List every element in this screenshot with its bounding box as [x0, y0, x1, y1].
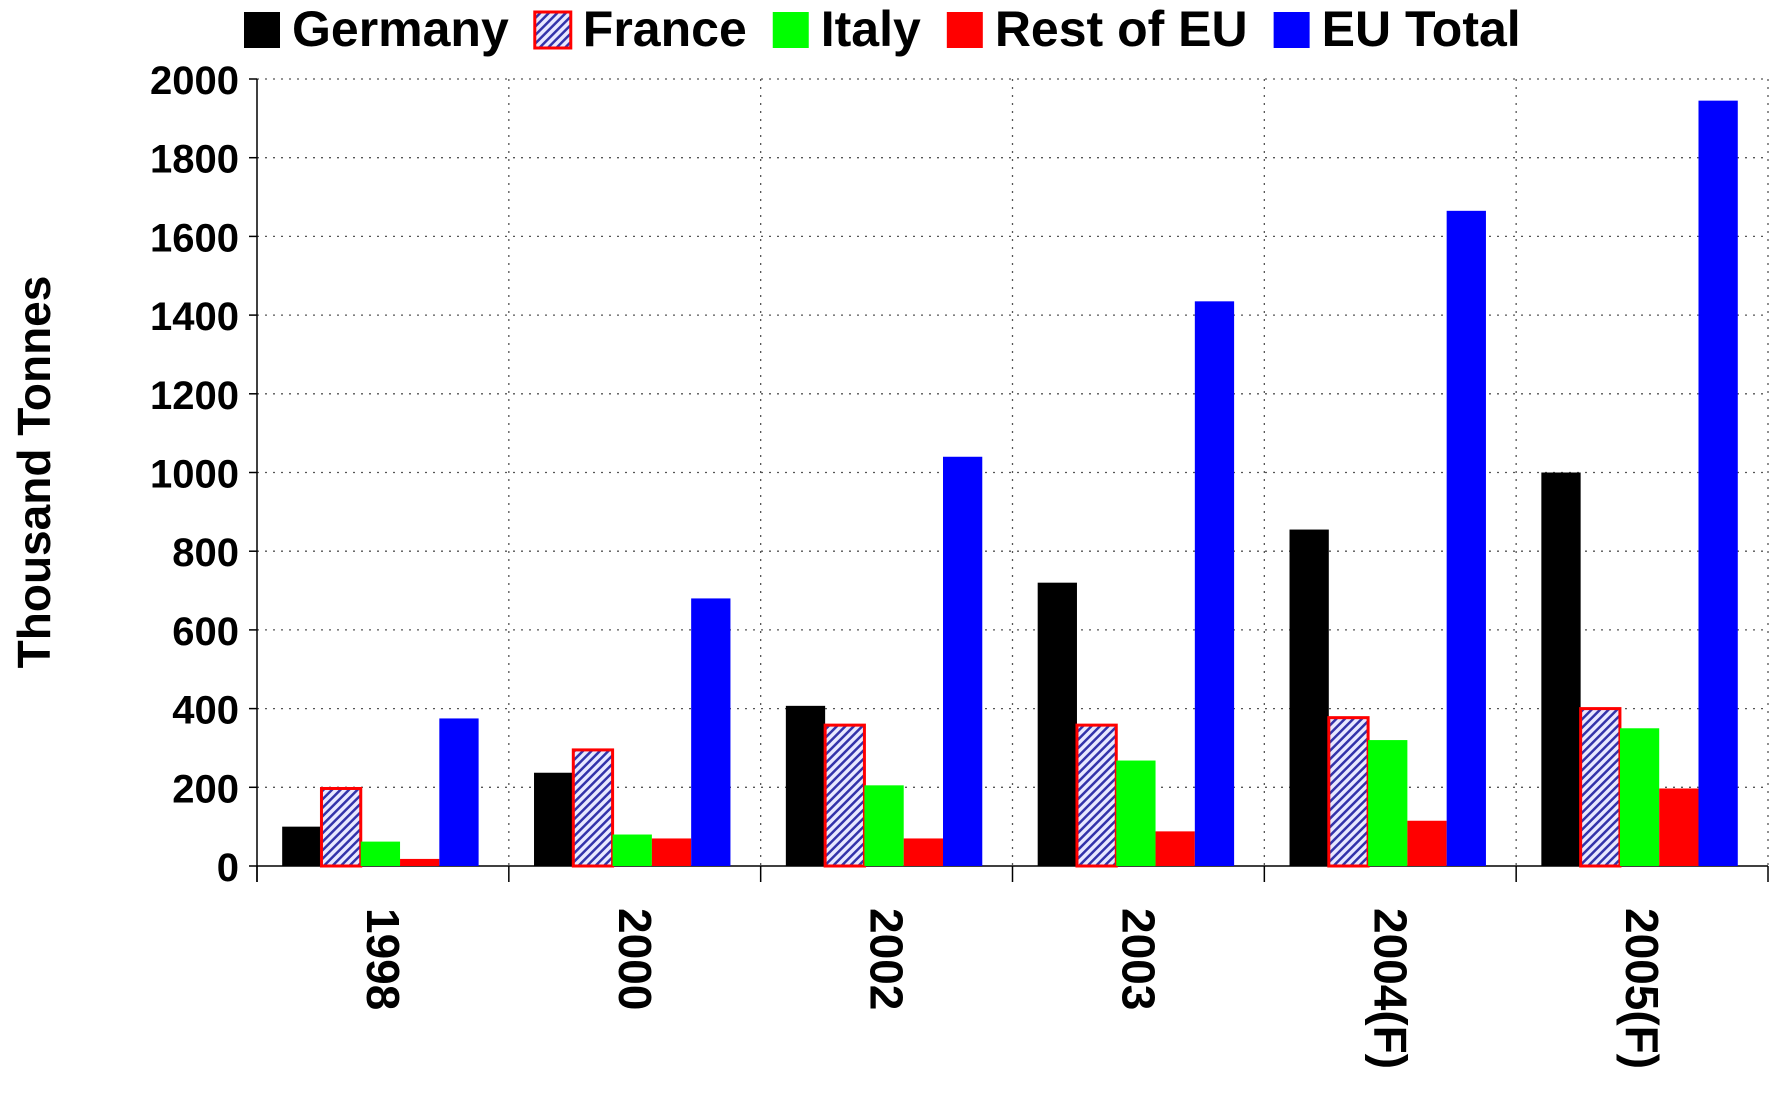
- legend-swatch: [244, 12, 280, 48]
- y-tick-label: 1000: [150, 453, 239, 497]
- x-tick-label: 2005(F): [1616, 908, 1668, 1069]
- bar: [1116, 760, 1156, 866]
- x-tick-label: 2003: [1112, 908, 1164, 1010]
- bar: [785, 705, 826, 866]
- legend-label: Germany: [292, 1, 509, 57]
- legend-swatch: [772, 12, 809, 48]
- bar: [282, 826, 322, 866]
- bar: [612, 834, 652, 866]
- bar: [1659, 788, 1699, 866]
- bar: [319, 786, 363, 868]
- bar: [864, 785, 904, 866]
- y-tick-label: 400: [172, 689, 239, 733]
- y-tick-label: 800: [172, 531, 239, 575]
- y-tick-label: 200: [172, 767, 239, 811]
- y-tick-label: 1200: [150, 374, 239, 418]
- legend-label: France: [583, 1, 747, 57]
- legend-label: Rest of EU: [995, 1, 1248, 57]
- bar: [1446, 210, 1486, 866]
- x-tick-label: 1998: [357, 908, 409, 1010]
- bar: [942, 456, 983, 866]
- bar: [1289, 529, 1329, 866]
- legend-label: Italy: [821, 1, 921, 57]
- y-tick-label: 1600: [150, 216, 239, 260]
- bar: [1407, 820, 1447, 866]
- legend-swatch: [533, 10, 573, 50]
- bar: [534, 772, 574, 866]
- bar: [651, 838, 692, 866]
- legend-label: EU Total: [1322, 1, 1521, 57]
- bar: [823, 723, 866, 868]
- bar: [571, 748, 615, 868]
- y-tick-label: 2000: [150, 59, 239, 103]
- bar: [1327, 716, 1370, 868]
- x-tick-label: 2000: [609, 908, 661, 1010]
- legend-swatch: [946, 12, 983, 48]
- bar: [1075, 723, 1118, 868]
- bar: [691, 598, 731, 866]
- bar: [1037, 582, 1077, 866]
- bar: [1155, 831, 1195, 866]
- y-tick-label: 0: [217, 846, 239, 890]
- bar: [400, 858, 440, 866]
- bar: [1619, 728, 1660, 866]
- bar: [1579, 707, 1622, 868]
- x-tick-label: 2004(F): [1364, 908, 1416, 1069]
- y-tick-label: 600: [172, 610, 239, 654]
- y-axis-label: Thousand Tonnes: [8, 276, 60, 669]
- bar: [1368, 740, 1408, 866]
- bar: [439, 718, 479, 866]
- bar: [903, 838, 943, 866]
- bar: [1698, 100, 1738, 866]
- bar: [1194, 301, 1235, 866]
- bar: [1541, 472, 1581, 866]
- y-tick-label: 1400: [150, 295, 239, 339]
- x-tick-label: 2002: [861, 908, 913, 1010]
- bar: [360, 841, 401, 866]
- legend-swatch: [1273, 12, 1310, 48]
- y-tick-label: 1800: [150, 138, 239, 182]
